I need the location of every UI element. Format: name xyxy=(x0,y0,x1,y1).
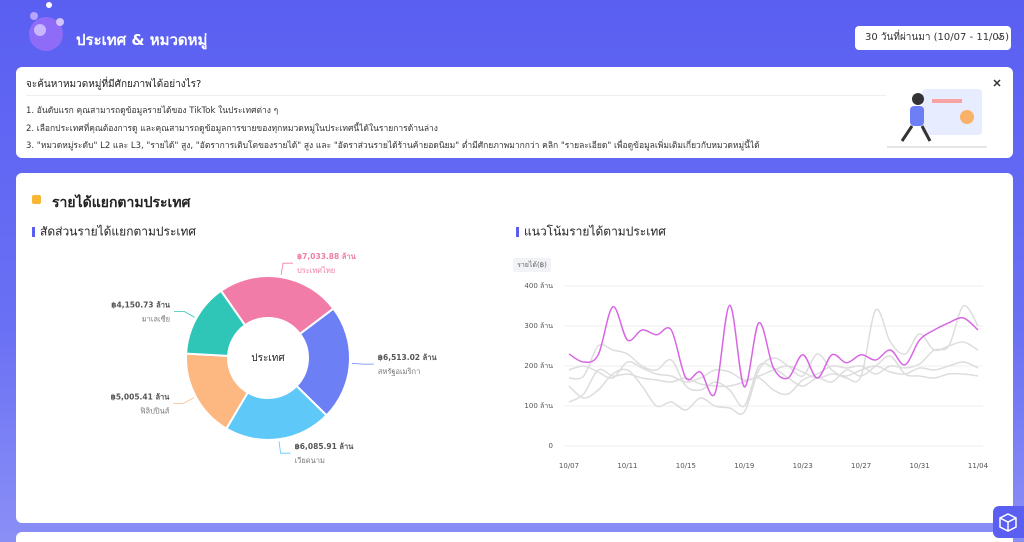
line-series xyxy=(568,308,979,415)
section-title: รายได้แยกตามประเทศ xyxy=(52,195,191,211)
pie-slice xyxy=(185,289,247,357)
pie-category-label: ประเทศไทย xyxy=(297,266,335,275)
pie-center-label: ประเทศ xyxy=(251,353,285,364)
illustration xyxy=(887,89,987,148)
leader-line xyxy=(173,397,195,404)
line-series xyxy=(568,343,979,408)
header-title: ประเทศ & หมวดหมู่ xyxy=(76,31,208,49)
guide-step: 3. "หมวดหมู่ระดับ" L2 และ L3, "รายได้" ส… xyxy=(26,141,760,151)
y-tick-label: 200 ล้าน xyxy=(524,362,553,370)
pie-value-label: ฿4,150.73 ล้าน xyxy=(111,300,171,309)
x-tick-label: 10/11 xyxy=(617,462,637,470)
y-label-box xyxy=(513,258,551,272)
x-tick-label: 10/19 xyxy=(734,462,754,470)
chart-title: แนวโน้มรายได้ตามประเทศ xyxy=(524,225,666,239)
revenue-card xyxy=(16,173,1013,523)
leader-line xyxy=(351,362,374,365)
help-button[interactable] xyxy=(993,506,1024,538)
pie-slice xyxy=(219,275,335,336)
y-tick-label: 400 ล้าน xyxy=(524,282,553,290)
guide-step: 1. อันดับแรก คุณสามารถดูข้อมูลรายได้ของ … xyxy=(26,106,279,116)
leader-line xyxy=(174,310,195,318)
guide-panel: จะค้นหาหมวดหมู่ที่มีศักยภาพได้อย่างไร? 1… xyxy=(16,67,1013,158)
date-range: 30 วันที่ผ่านมา (10/07 - 11/05) xyxy=(865,32,1010,43)
title-marker xyxy=(516,227,519,237)
chevron xyxy=(996,35,1003,40)
y-tick-label: 100 ล้าน xyxy=(524,402,553,410)
guide-step: 2. เลือกประเทศที่คุณต้องการดู และคุณสามา… xyxy=(26,124,438,134)
line-series xyxy=(568,305,979,403)
pie-value-label: ฿6,085.91 ล้าน xyxy=(295,442,355,451)
guide-question: จะค้นหาหมวดหมู่ที่มีศักยภาพได้อย่างไร? xyxy=(26,79,202,90)
pie-category-label: มาเลเซีย xyxy=(142,314,170,323)
x-tick-label: 10/23 xyxy=(793,462,813,470)
y-tick-label: 0 xyxy=(549,442,553,450)
line-series xyxy=(568,360,979,383)
section-marker xyxy=(32,195,41,204)
chart-title: สัดส่วนรายได้แยกตามประเทศ xyxy=(40,225,196,239)
x-tick-label: 11/04 xyxy=(968,462,989,470)
y-tick-label: 300 ล้าน xyxy=(524,322,553,330)
pie-category-label: เวียดนาม xyxy=(295,456,325,465)
leader-line xyxy=(280,262,293,276)
leader-line xyxy=(278,441,291,454)
title-marker xyxy=(32,227,35,237)
y-axis-label: รายได้(฿) xyxy=(517,260,547,269)
x-tick-label: 10/15 xyxy=(676,462,696,470)
pie-value-label: ฿6,513.02 ล้าน xyxy=(378,353,438,362)
x-tick-label: 10/27 xyxy=(851,462,871,470)
next-card xyxy=(16,532,1013,542)
pie-value-label: ฿7,033.88 ล้าน xyxy=(297,252,357,261)
pie-slice xyxy=(295,307,351,417)
line-series xyxy=(568,304,979,397)
close-button[interactable] xyxy=(992,78,1002,88)
logo xyxy=(29,2,64,51)
x-tick-label: 10/07 xyxy=(559,462,579,470)
cube-icon xyxy=(999,513,1017,532)
pie-category-label: ฟิลิปปินส์ xyxy=(140,406,170,415)
pie-value-label: ฿5,005.41 ล้าน xyxy=(111,392,171,401)
pie-category-label: สหรัฐอเมริกา xyxy=(378,367,420,376)
date-range-dropdown[interactable]: 30 วันที่ผ่านมา (10/07 - 11/05) xyxy=(855,26,1011,50)
x-tick-label: 10/31 xyxy=(909,462,929,470)
